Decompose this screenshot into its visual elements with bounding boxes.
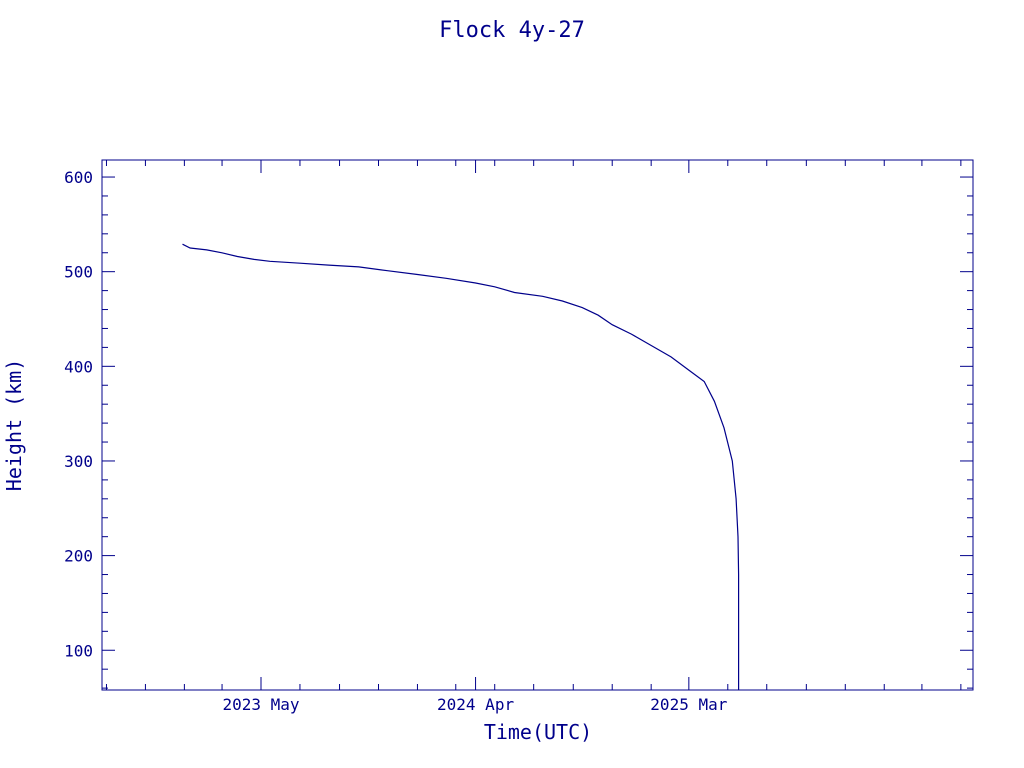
plot-frame — [101, 159, 974, 691]
y-tick-label: 400 — [64, 357, 93, 376]
y-tick-label: 100 — [64, 641, 93, 660]
x-tick-label: 2023 May — [222, 695, 299, 714]
y-tick-label: 600 — [64, 168, 93, 187]
y-axis-label: Height (km) — [2, 359, 26, 491]
tick-marks — [102, 160, 973, 690]
chart-title: Flock 4y-27 — [439, 18, 585, 43]
y-tick-label: 300 — [64, 452, 93, 471]
x-tick-label: 2025 Mar — [650, 695, 727, 714]
x-axis-label: Time(UTC) — [484, 720, 592, 744]
height-series-line — [182, 243, 740, 690]
series-layer — [182, 243, 740, 690]
y-tick-label: 200 — [64, 547, 93, 566]
tick-labels: 100 200 300 400 500 600 2023 May 2024 Apr 2025 M… — [64, 168, 728, 714]
y-tick-label: 500 — [64, 263, 93, 282]
x-tick-label: 2024 Apr — [437, 695, 514, 714]
